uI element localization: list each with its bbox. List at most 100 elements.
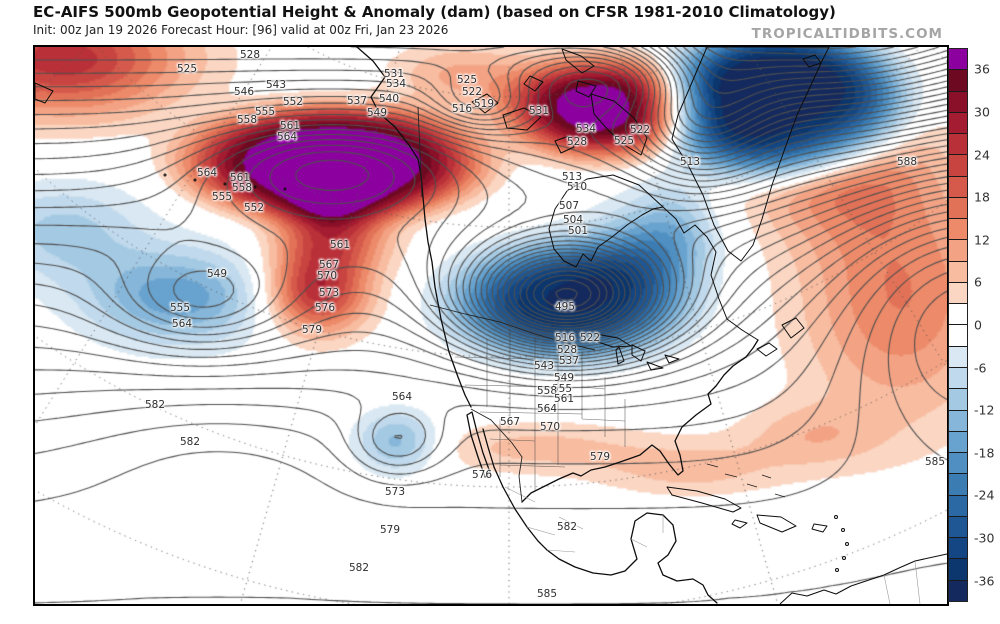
coast-hudson-bay — [548, 174, 664, 268]
contour-label: 510 — [566, 181, 588, 193]
coast-mexico-centam — [482, 428, 718, 604]
colorbar-cell — [949, 219, 967, 241]
colorbar-cell — [949, 197, 967, 220]
contour-label: 540 — [378, 93, 400, 105]
contour-label: 564 — [171, 318, 193, 330]
watermark: TROPICALTIDBITS.COM — [751, 26, 943, 42]
contour-label: 555 — [551, 383, 573, 395]
page-title: EC-AIFS 500mb Geopotential Height & Anom… — [33, 3, 836, 21]
contour-label: 525 — [176, 63, 198, 75]
contour-label: 564 — [536, 403, 558, 415]
colorbar-cell — [949, 474, 967, 496]
contour-label: 573 — [318, 287, 340, 299]
contour-label: 558 — [236, 114, 258, 126]
anomaly-colorbar — [948, 48, 968, 602]
contour-label: 549 — [366, 107, 388, 119]
coastlines-svg — [35, 47, 947, 604]
colorbar-tick-label: -36 — [974, 573, 995, 589]
aleutian-dot — [163, 173, 167, 177]
coast-south-america — [779, 553, 947, 604]
coast-arctic-islands — [471, 48, 648, 156]
contour-label: 522 — [579, 332, 601, 344]
colorbar-tick-label: 6 — [974, 274, 982, 290]
colorbar-cell — [949, 134, 967, 156]
contour-label: 531 — [528, 105, 550, 117]
contour-label: 528 — [239, 49, 261, 61]
contour-label: 507 — [558, 200, 580, 212]
antilles-dot — [845, 542, 849, 546]
contour-label: 582 — [556, 521, 578, 533]
contour-label: 528 — [566, 136, 588, 148]
contour-label: 519 — [473, 98, 495, 110]
contour-label: 555 — [211, 191, 233, 203]
contour-label: 537 — [346, 95, 368, 107]
contour-label: 546 — [233, 86, 255, 98]
colorbar-tick-label: -24 — [974, 487, 995, 503]
contour-label: 561 — [229, 172, 251, 184]
inner-borders-gray — [504, 486, 921, 604]
contour-label: 555 — [169, 302, 191, 314]
aleutian-dot — [223, 182, 227, 186]
contour-label: 543 — [265, 79, 287, 91]
colorbar-tick-label: 0 — [974, 317, 982, 333]
contour-label: 537 — [558, 355, 580, 367]
contour-label: 564 — [276, 131, 298, 143]
us-mexico-border — [470, 408, 523, 503]
contour-label: 573 — [384, 486, 406, 498]
contour-label: 522 — [629, 124, 651, 136]
coast-islands-misc — [35, 54, 822, 104]
colorbar-tick-label: 30 — [974, 104, 990, 120]
antilles-dot — [841, 528, 845, 532]
colorbar-cell — [949, 112, 967, 135]
contour-label: 501 — [567, 225, 589, 237]
contour-label: 522 — [461, 86, 483, 98]
contour-label: 567 — [499, 416, 521, 428]
colorbar-tick-label: -6 — [974, 360, 987, 376]
colorbar-cell — [949, 389, 967, 411]
antilles-dot — [842, 556, 846, 560]
contour-label: 561 — [329, 239, 351, 251]
contour-label: 504 — [562, 214, 584, 226]
colorbar-cell — [949, 516, 967, 539]
colorbar-tick-label: 36 — [974, 61, 990, 77]
colorbar-cell — [949, 346, 967, 368]
aleutian-dot — [253, 185, 257, 189]
contour-label: 552 — [282, 96, 304, 108]
contour-label: 576 — [471, 469, 493, 481]
contour-label: 525 — [456, 74, 478, 86]
antilles-dot — [835, 568, 839, 572]
colorbar-cell — [949, 431, 967, 454]
colorbar-cell — [949, 304, 967, 326]
coast-west — [356, 47, 472, 408]
alaska-border — [417, 106, 423, 198]
contour-label: 579 — [589, 451, 611, 463]
colorbar-cell — [949, 580, 967, 601]
contour-label: 549 — [553, 372, 575, 384]
coast-maritimes — [756, 317, 805, 357]
bahamas-marks — [706, 463, 786, 498]
coast-labrador — [662, 206, 759, 341]
contour-label: 570 — [539, 421, 561, 433]
us-state-lines — [454, 329, 626, 492]
init-forecast-line: Init: 00z Jan 19 2026 Forecast Hour: [96… — [33, 23, 449, 37]
anomaly-contour-canvas — [35, 47, 947, 604]
aleutian-dot — [283, 187, 287, 191]
contour-label: 513 — [679, 156, 701, 168]
contour-label: 513 — [561, 171, 583, 183]
contour-label: 585 — [924, 456, 946, 468]
contour-label: 588 — [896, 156, 918, 168]
contour-label: 582 — [348, 562, 370, 574]
contour-label: 564 — [391, 391, 413, 403]
contour-label: 585 — [536, 588, 558, 600]
contour-label: 564 — [196, 167, 218, 179]
coast-gulf-east — [521, 339, 759, 503]
contour-label: 576 — [314, 302, 336, 314]
colorbar-cell — [949, 176, 967, 198]
contour-label: 516 — [451, 103, 473, 115]
contour-label: 495 — [554, 301, 576, 313]
colorbar-tick-label: -30 — [974, 530, 995, 546]
antilles-dot — [834, 515, 838, 519]
colorbar-cell — [949, 495, 967, 517]
coast-greenland — [671, 47, 830, 262]
contour-label: 528 — [556, 344, 578, 356]
